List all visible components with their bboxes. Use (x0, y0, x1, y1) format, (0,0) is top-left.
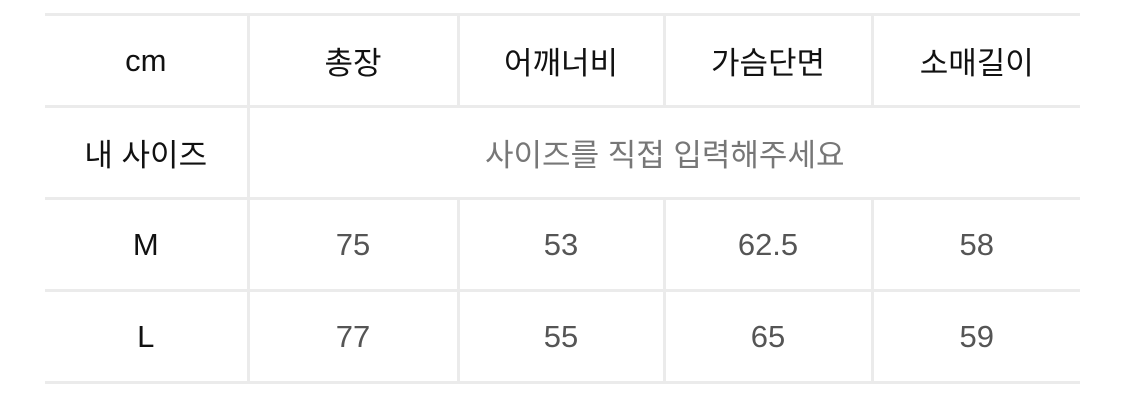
header-total-length: 총장 (246, 13, 460, 108)
size-label: L (45, 289, 250, 384)
header-sleeve-length: 소매길이 (870, 13, 1080, 108)
my-size-row: 내 사이즈 사이즈를 직접 입력해주세요 (45, 105, 1080, 200)
table-row: L 77 55 65 59 (45, 289, 1080, 384)
cell-value: 62.5 (662, 197, 874, 292)
my-size-input[interactable]: 사이즈를 직접 입력해주세요 (246, 105, 1080, 200)
cell-value: 65 (662, 289, 874, 384)
header-row: cm 총장 어깨너비 가슴단면 소매길이 (45, 13, 1080, 108)
size-label: M (45, 197, 250, 292)
table-row: M 75 53 62.5 58 (45, 197, 1080, 292)
cell-value: 77 (246, 289, 460, 384)
header-shoulder-width: 어깨너비 (456, 13, 666, 108)
size-table: cm 총장 어깨너비 가슴단면 소매길이 내 사이즈 사이즈를 직접 입력해주세… (45, 13, 1080, 384)
cell-value: 59 (870, 289, 1080, 384)
my-size-label: 내 사이즈 (45, 105, 250, 200)
cell-value: 58 (870, 197, 1080, 292)
header-unit: cm (45, 13, 250, 108)
cell-value: 75 (246, 197, 460, 292)
cell-value: 53 (456, 197, 666, 292)
cell-value: 55 (456, 289, 666, 384)
header-chest-width: 가슴단면 (662, 13, 874, 108)
